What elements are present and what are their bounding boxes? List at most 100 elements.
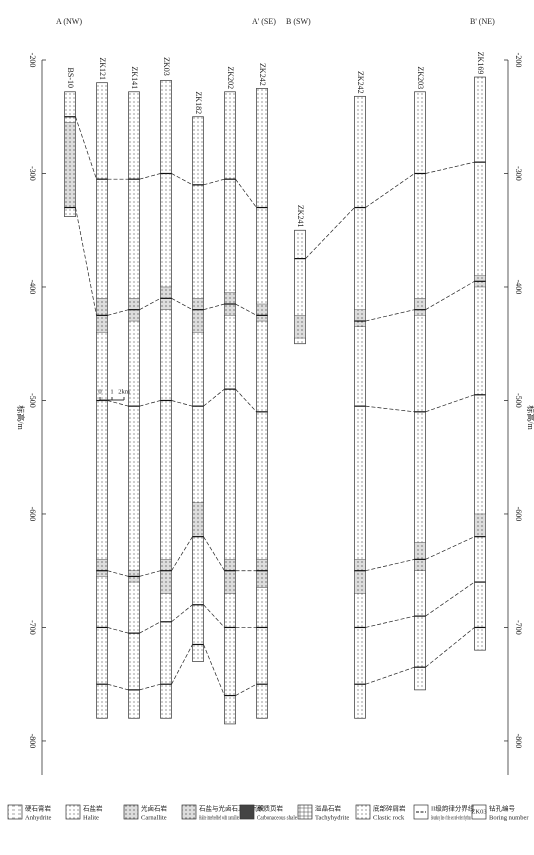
borehole-label: ZK182: [194, 91, 203, 114]
legend-zh: 碳质页岩: [257, 803, 284, 812]
borehole-column: [354, 95, 366, 719]
correlation-line: [171, 400, 193, 407]
correlation-line: [75, 116, 97, 180]
borehole-column: [474, 76, 486, 651]
legend-swatch: [413, 804, 429, 820]
correlation-line: [235, 178, 257, 208]
section-start: A (NW): [56, 17, 82, 26]
section-end: A' (SE): [252, 17, 276, 26]
correlation-line: [365, 666, 415, 685]
carnallite-band: [224, 559, 236, 594]
y-tick-label: -600: [514, 507, 523, 522]
carnallite-band: [192, 298, 204, 333]
legend-zh: 石盐与光卤石互层沉积: [199, 803, 265, 812]
legend-zh: 硬石膏岩: [25, 803, 52, 812]
legend-en: Halite: [83, 814, 99, 821]
y-tick-label: -400: [28, 280, 37, 295]
correlation-line: [75, 207, 97, 316]
y-tick-label: -800: [28, 734, 37, 749]
borehole-label: ZK203: [416, 66, 425, 89]
y-tick-label: -200: [514, 53, 523, 68]
carnallite-band: [354, 309, 366, 327]
correlation-line: [203, 536, 225, 571]
carnallite-band: [294, 315, 306, 339]
legend-sample: ZK03: [471, 808, 486, 815]
correlation-line: [171, 644, 193, 685]
legend-swatch: [7, 804, 23, 820]
y-tick-label: -400: [514, 280, 523, 295]
correlation-line: [107, 683, 129, 691]
legend-zh: 光卤石岩: [141, 803, 168, 812]
correlation-line: [365, 615, 415, 628]
legend-swatch: [471, 804, 487, 820]
borehole-column: [160, 80, 172, 719]
correlation-line: [235, 683, 257, 696]
correlation-line: [235, 388, 257, 413]
correlation-line: [203, 303, 225, 311]
carnallite-band: [192, 502, 204, 537]
correlation-line: [365, 173, 415, 208]
borehole-label: BS-10: [66, 68, 75, 88]
carnallite-band: [160, 559, 172, 594]
legend-zh: 底部碎屑岩: [373, 803, 406, 812]
correlation-line: [235, 303, 257, 316]
y-tick-label: -500: [28, 393, 37, 408]
y-tick-label: -200: [28, 53, 37, 68]
correlation-line: [425, 161, 475, 174]
borehole-column: [256, 88, 268, 719]
legend-en: Tachyhydrite: [315, 814, 349, 821]
y-tick-label: -300: [514, 166, 523, 181]
legend-zh: 石盐岩: [83, 803, 103, 812]
correlation-line: [107, 627, 129, 634]
correlation-line: [139, 173, 161, 180]
borehole-label: ZK241: [296, 205, 305, 228]
correlation-line: [139, 400, 161, 407]
borehole-label: ZK169: [476, 52, 485, 75]
carnallite-band: [256, 559, 268, 588]
carnallite-band: [64, 122, 76, 208]
scale-label: 2km: [118, 388, 130, 395]
legend-en: Halite interbedded with carnallite: [199, 814, 239, 821]
legend-en: Anhydrite: [25, 814, 51, 821]
carnallite-band: [354, 559, 366, 594]
legend-swatch: [239, 804, 255, 820]
correlation-line: [425, 581, 475, 617]
correlation-line: [203, 644, 225, 696]
scale-label: 1: [110, 388, 113, 395]
borehole-column: [414, 91, 426, 691]
carnallite-band: [96, 559, 108, 577]
carnallite-band: [474, 513, 486, 537]
correlation-line: [171, 536, 193, 571]
section-start: B (SW): [286, 17, 311, 26]
borehole-label: ZK202: [226, 66, 235, 89]
legend-en: Carbonaceous shale: [257, 814, 297, 821]
legend-swatch: [181, 804, 197, 820]
carnallite-band: [414, 298, 426, 316]
correlation-line: [139, 570, 161, 577]
legend-swatch: [355, 804, 371, 820]
correlation-line: [425, 281, 475, 310]
correlation-line: [139, 621, 161, 634]
correlation-line: [203, 178, 225, 186]
legend-swatch: [123, 804, 139, 820]
legend-zh: II级韵律分界线: [431, 803, 475, 812]
correlation-line: [171, 298, 193, 310]
legend-en: Boring number: [489, 814, 529, 821]
borehole-label: ZK141: [130, 66, 139, 89]
correlation-line: [305, 207, 355, 259]
section-end: B' (NE): [470, 17, 495, 26]
legend-en: Carnallite: [141, 814, 167, 821]
borehole-column: [294, 229, 306, 345]
borehole-column: [128, 91, 140, 719]
correlation-line: [139, 298, 161, 310]
carnallite-band: [414, 542, 426, 571]
borehole-label: ZK121: [98, 57, 107, 80]
correlation-line: [203, 388, 225, 407]
correlation-line: [203, 604, 225, 628]
legend-swatch: [297, 804, 313, 820]
correlation-line: [107, 400, 129, 407]
correlation-line: [365, 405, 415, 413]
legend-zh: 钻孔编号: [489, 803, 516, 812]
correlation-line: [425, 627, 475, 668]
